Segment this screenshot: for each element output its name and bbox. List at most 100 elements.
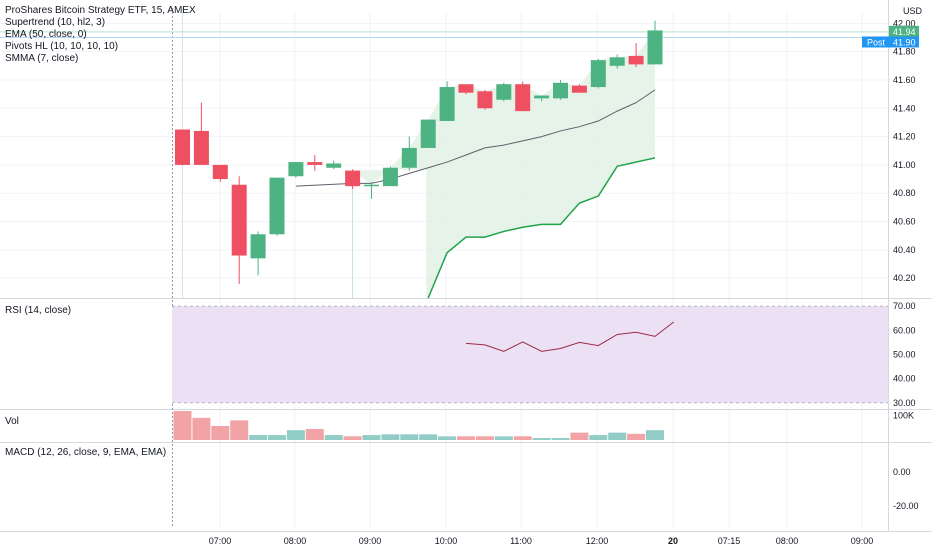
volume-bar-21 bbox=[570, 432, 589, 440]
candle-body-18 bbox=[515, 84, 531, 112]
time-tick-label-5: 12:00 bbox=[586, 536, 609, 546]
legend-main: ProShares Bitcoin Strategy ETF, 15, AMEX… bbox=[5, 5, 196, 65]
price-tick-label-6: 40.80 bbox=[893, 188, 916, 198]
time-tick-label-7: 07:15 bbox=[718, 536, 741, 546]
candle-body-10 bbox=[364, 184, 379, 187]
candle-body-8 bbox=[326, 163, 342, 168]
time-tick-label-2: 09:00 bbox=[359, 536, 382, 546]
time-tick-label-6: 20 bbox=[668, 536, 678, 546]
candle-body-17 bbox=[496, 84, 512, 100]
volume-bar-18 bbox=[513, 436, 532, 440]
price-tick-label-1: 41.80 bbox=[893, 47, 916, 57]
volume-bar-2 bbox=[211, 425, 230, 440]
rsi-tick-label-3: 40.00 bbox=[893, 374, 916, 384]
volume-bar-25 bbox=[646, 430, 664, 440]
candles bbox=[175, 20, 663, 284]
price-badges[interactable]: 41.94 Post 41.90 bbox=[862, 25, 919, 48]
rsi-line bbox=[465, 321, 675, 352]
price-tick-label-5: 41.00 bbox=[893, 160, 916, 170]
chart-title[interactable]: ProShares Bitcoin Strategy ETF, 15, AMEX bbox=[5, 5, 196, 16]
candle-body-25 bbox=[647, 30, 663, 65]
candle-body-2 bbox=[212, 164, 228, 180]
rsi-tick-label-4: 30.00 bbox=[893, 398, 916, 408]
candle-body-3 bbox=[231, 184, 247, 256]
volume-bar-14 bbox=[438, 436, 457, 440]
time-tick-label-4: 11:00 bbox=[510, 536, 532, 546]
legend-supertrend[interactable]: Supertrend (10, hl2, 3) bbox=[5, 17, 106, 28]
supertrend-fill-area bbox=[352, 30, 655, 298]
volume-bar-19 bbox=[532, 438, 551, 440]
legend-vol[interactable]: Vol bbox=[5, 416, 19, 427]
volume-bar-5 bbox=[268, 435, 286, 440]
candle-body-9 bbox=[345, 170, 361, 187]
last-price-badge bbox=[889, 25, 919, 37]
volume-bar-13 bbox=[419, 434, 438, 440]
supertrend-fill bbox=[352, 30, 655, 298]
macd-tick-label-1: -20.00 bbox=[893, 501, 919, 511]
price-tick-label-7: 40.60 bbox=[893, 217, 916, 227]
price-tick-label-0: 42.00 bbox=[893, 18, 916, 28]
post-badge-price: 41.90 bbox=[893, 37, 916, 47]
volume-bar-3 bbox=[230, 420, 249, 440]
candle-body-22 bbox=[590, 60, 606, 88]
post-badge-label: Post bbox=[867, 37, 886, 47]
candle-body-14 bbox=[439, 87, 455, 122]
volume-bar-8 bbox=[324, 435, 343, 440]
candle-body-1 bbox=[193, 130, 209, 165]
candle-body-11 bbox=[382, 167, 398, 187]
candle-body-19 bbox=[534, 95, 550, 99]
volume-bar-22 bbox=[589, 435, 608, 440]
candle-body-20 bbox=[553, 82, 568, 99]
candle-body-4 bbox=[250, 234, 266, 259]
volume-bar-23 bbox=[608, 432, 627, 440]
price-tick-label-4: 41.20 bbox=[893, 132, 916, 142]
candle-body-0 bbox=[175, 129, 190, 165]
candle-body-13 bbox=[420, 119, 436, 148]
time-tick-label-8: 08:00 bbox=[776, 536, 799, 546]
volume-bar-6 bbox=[286, 430, 305, 440]
legend-smma[interactable]: SMMA (7, close) bbox=[5, 53, 79, 64]
candle-body-6 bbox=[288, 162, 304, 177]
volume-pane bbox=[173, 411, 664, 440]
volume-bar-10 bbox=[362, 435, 381, 440]
candle-body-23 bbox=[609, 57, 625, 66]
candle-body-15 bbox=[458, 84, 474, 93]
candle-body-5 bbox=[269, 177, 285, 235]
vol-tick-label-0: 100K bbox=[893, 410, 914, 420]
legend-rsi[interactable]: RSI (14, close) bbox=[5, 305, 72, 316]
axes: 42.00 41.80 41.60 41.40 41.20 41.00 40.80 40.60… bbox=[209, 18, 919, 546]
volume-bar-1 bbox=[192, 417, 211, 440]
rsi-tick-label-1: 60.00 bbox=[893, 325, 916, 335]
price-tick-label-8: 40.40 bbox=[893, 245, 916, 255]
legend-pivots[interactable]: Pivots HL (10, 10, 10, 10) bbox=[5, 41, 119, 52]
volume-bar-20 bbox=[551, 438, 570, 440]
rsi-tick-label-2: 50.00 bbox=[893, 350, 916, 360]
time-tick-label-3: 10:00 bbox=[435, 536, 458, 546]
volume-bar-9 bbox=[343, 436, 362, 440]
supertrend-line bbox=[427, 157, 656, 299]
candle-body-16 bbox=[477, 91, 493, 109]
time-tick-label-9: 09:00 bbox=[851, 536, 874, 546]
rsi-tick-label-0: 70.00 bbox=[893, 301, 916, 311]
rsi-pane bbox=[172, 305, 888, 404]
volume-bar-4 bbox=[249, 435, 268, 440]
legend-ema[interactable]: EMA (50, close, 0) bbox=[5, 29, 87, 40]
volume-bar-11 bbox=[381, 434, 400, 440]
price-tick-label-2: 41.60 bbox=[893, 75, 916, 85]
volume-bar-24 bbox=[627, 433, 646, 440]
candle-body-7 bbox=[307, 162, 323, 165]
volume-bar-17 bbox=[494, 436, 513, 440]
volume-bar-16 bbox=[475, 436, 494, 440]
volume-bar-0 bbox=[173, 411, 192, 440]
rsi-band bbox=[172, 306, 888, 403]
volume-bar-7 bbox=[305, 428, 324, 440]
post-badge bbox=[862, 36, 919, 48]
candle-body-24 bbox=[628, 55, 644, 65]
candle-body-12 bbox=[401, 147, 417, 168]
legend-macd[interactable]: MACD (12, 26, close, 9, EMA, EMA) bbox=[5, 447, 167, 458]
volume-bar-12 bbox=[400, 434, 419, 440]
time-tick-label-1: 08:00 bbox=[284, 536, 307, 546]
candle-body-21 bbox=[571, 85, 587, 93]
last-price-badge-text: 41.94 bbox=[893, 27, 916, 37]
